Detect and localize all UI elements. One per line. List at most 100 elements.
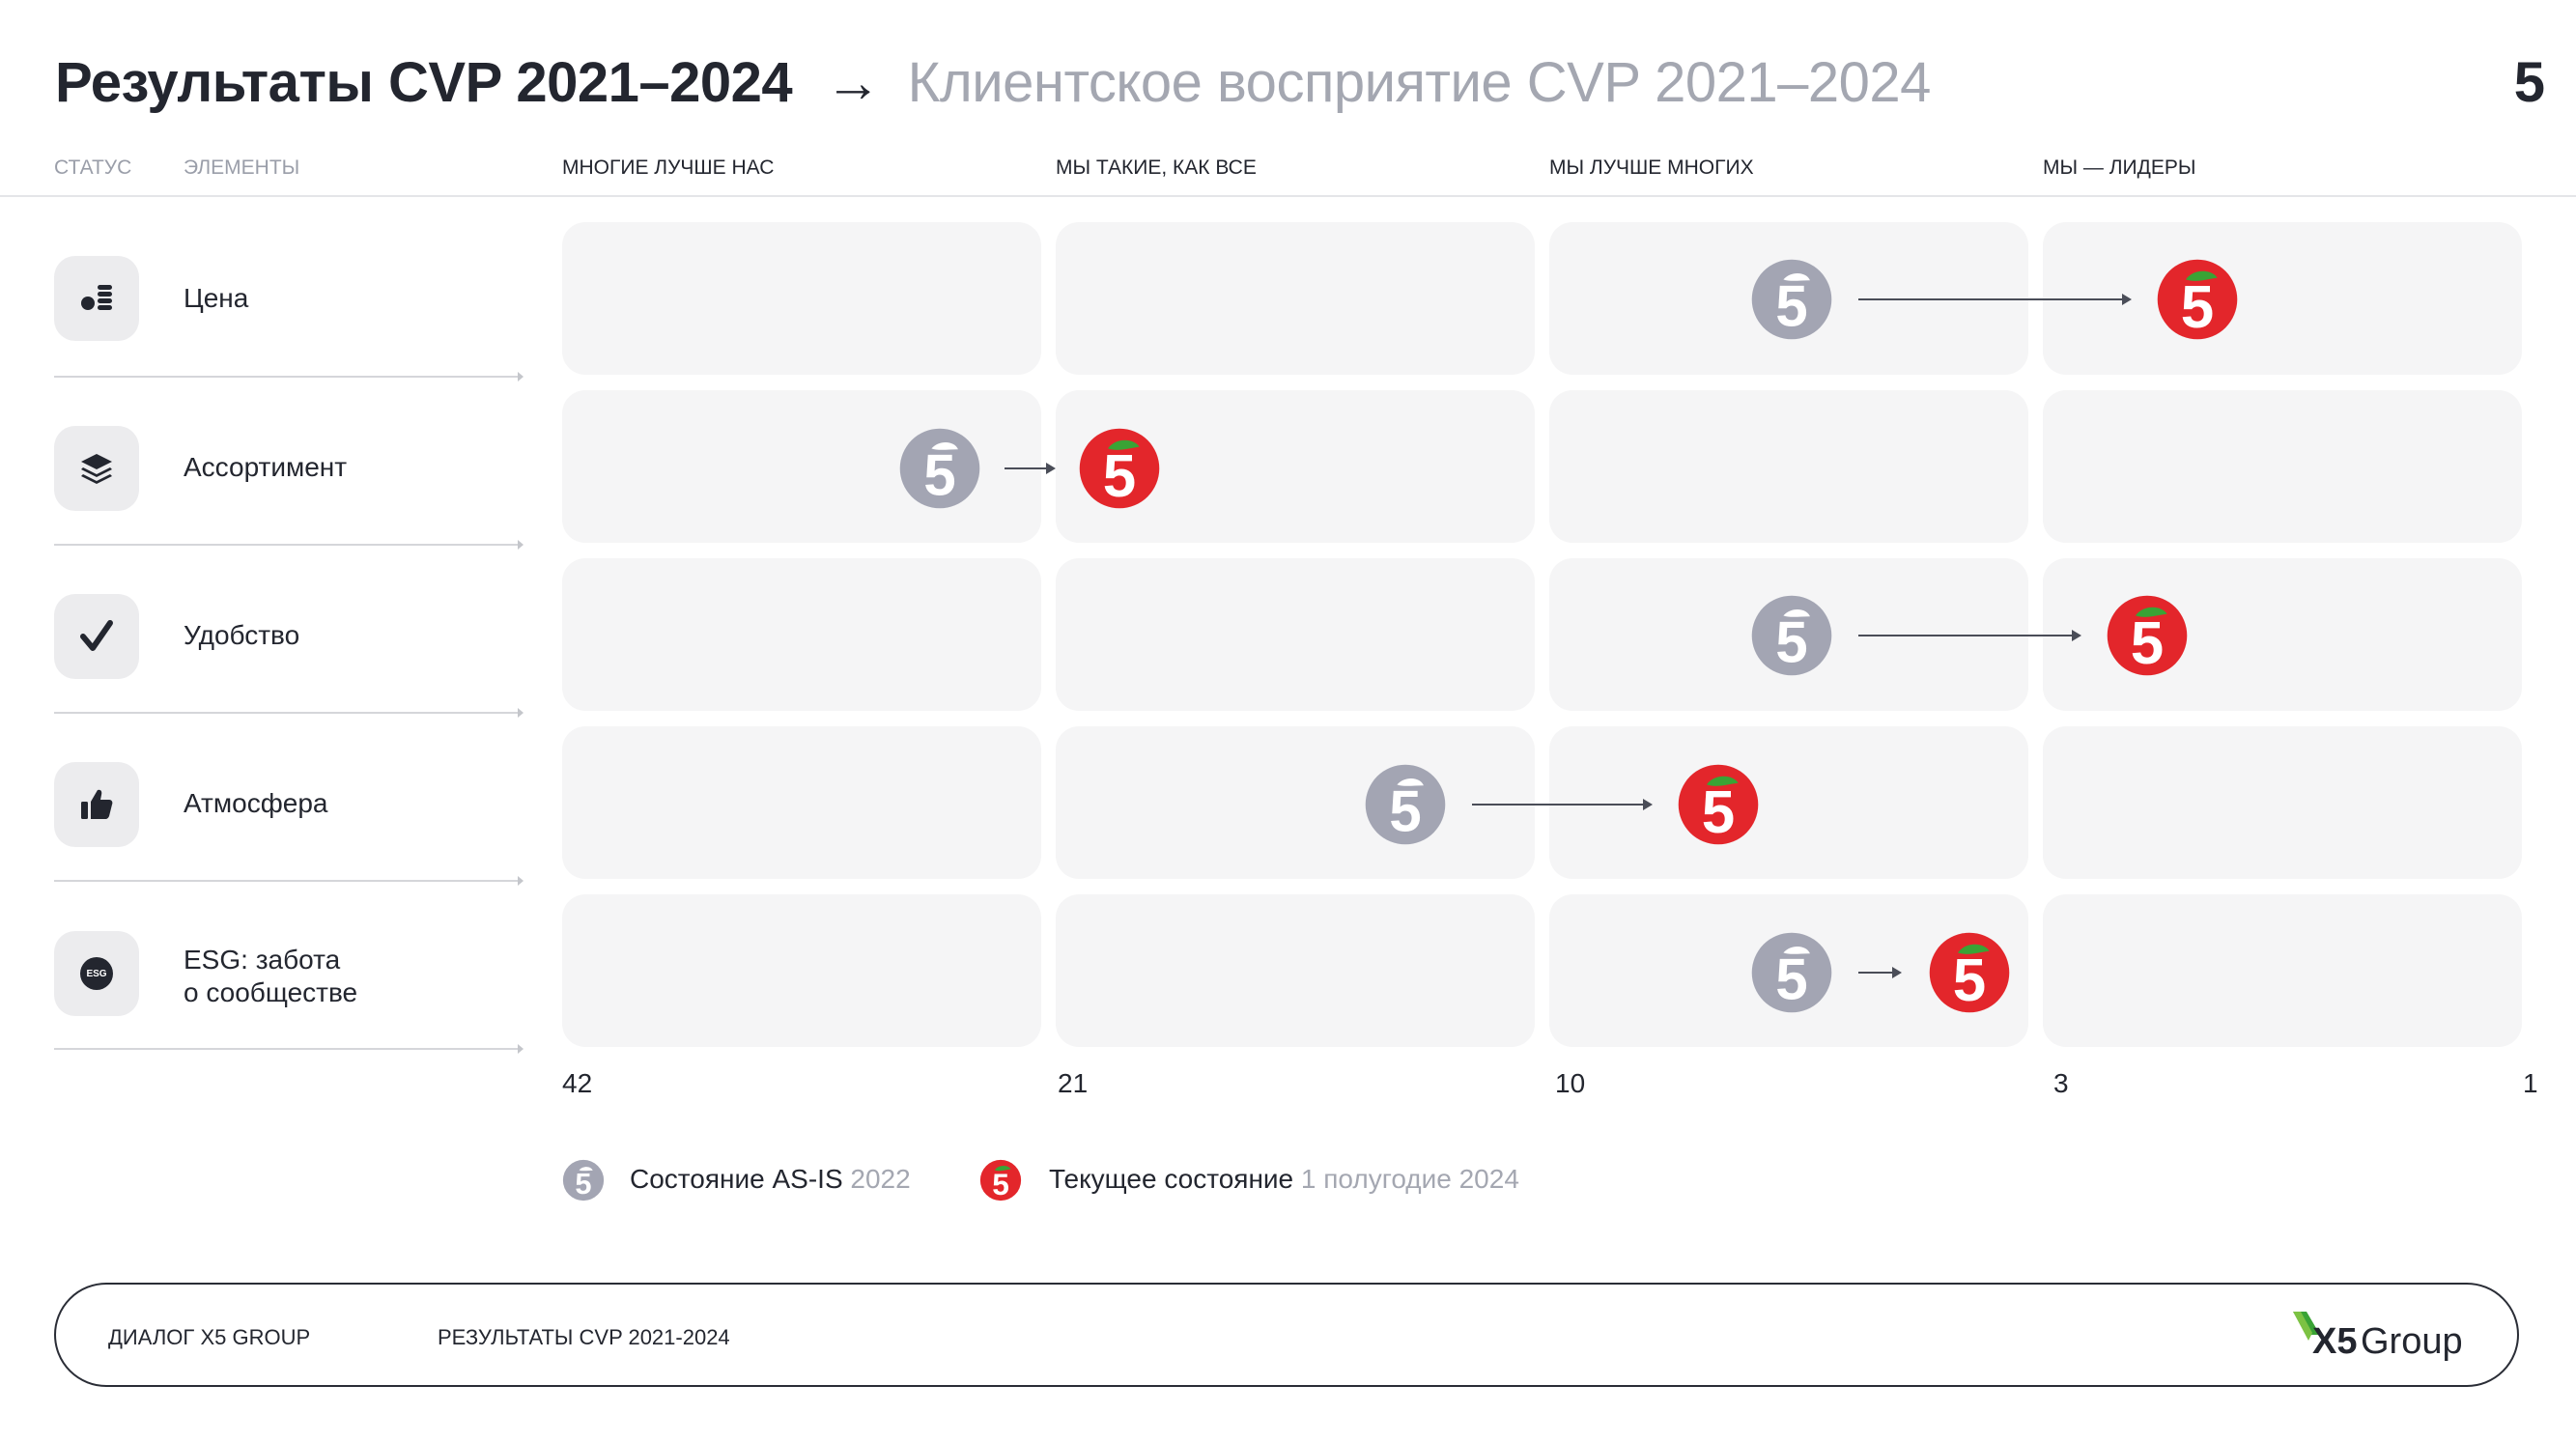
pyaterochka-gray-logo-icon: 5 bbox=[1751, 595, 1832, 676]
x5-group-logo: X5 Group bbox=[2291, 1306, 2471, 1366]
grid-cell bbox=[1056, 558, 1535, 711]
thumbs-up-icon bbox=[81, 789, 113, 819]
logo-current: 5 bbox=[1677, 763, 1760, 851]
group-brand-text: Group bbox=[2361, 1321, 2463, 1362]
logo-as-is: 5 bbox=[1750, 258, 1833, 346]
legend-as-is-period: 2022 bbox=[850, 1164, 911, 1194]
pyaterochka-red-logo-icon: 5 bbox=[2107, 595, 2188, 677]
row-label-atmosphere: Атмосфера bbox=[184, 788, 328, 818]
grid-cell bbox=[562, 558, 1041, 711]
esg-icon-text: ESG bbox=[86, 968, 107, 979]
legend-as-is-marker: 5 bbox=[562, 1159, 605, 1206]
legend-as-is-label: Состояние AS-IS bbox=[630, 1164, 843, 1194]
pyaterochka-red-logo-icon: 5 bbox=[1929, 932, 2010, 1014]
svg-text:5: 5 bbox=[1389, 779, 1421, 844]
row-divider bbox=[54, 708, 524, 718]
row-icon-price bbox=[54, 256, 139, 341]
pyaterochka-gray-logo-icon: 5 bbox=[1365, 764, 1446, 845]
pyaterochka-gray-logo-icon: 5 bbox=[1751, 259, 1832, 340]
svg-text:5: 5 bbox=[1775, 274, 1807, 339]
svg-text:5: 5 bbox=[1103, 443, 1136, 510]
scale-label: 21 bbox=[1058, 1068, 1089, 1098]
grid-cell bbox=[1056, 222, 1535, 375]
pyaterochka-gray-logo-icon: 5 bbox=[1751, 932, 1832, 1013]
row-divider bbox=[54, 1044, 524, 1054]
layers-icon bbox=[81, 454, 112, 484]
progress-arrow bbox=[1005, 463, 1056, 474]
row-divider bbox=[54, 372, 524, 382]
x5-leaf-icon bbox=[2293, 1312, 2320, 1341]
scale-label: 3 bbox=[2053, 1068, 2069, 1098]
progress-arrow bbox=[1472, 799, 1653, 810]
scale-label: 42 bbox=[562, 1068, 593, 1098]
pyaterochka-gray-logo-icon: 5 bbox=[899, 428, 980, 509]
grid-cell bbox=[562, 894, 1041, 1047]
logo-as-is: 5 bbox=[1364, 763, 1447, 851]
grid-cell bbox=[1549, 726, 2028, 879]
legend-current-label: Текущее состояние bbox=[1049, 1164, 1294, 1194]
svg-text:5: 5 bbox=[575, 1167, 591, 1201]
header-elements: ЭЛЕМЕНТЫ bbox=[184, 156, 300, 179]
grid-cell bbox=[562, 726, 1041, 879]
row-label-esg: ESG: забота о сообществе bbox=[184, 945, 358, 1007]
legend-current-period: 1 полугодие 2024 bbox=[1300, 1164, 1519, 1194]
checkmark-icon bbox=[80, 620, 113, 651]
row-icon-assortment bbox=[54, 426, 139, 511]
svg-text:5: 5 bbox=[2131, 610, 2164, 677]
header-column-2: МЫ ТАКИЕ, КАК ВСЕ bbox=[1056, 156, 1257, 179]
progress-arrow bbox=[1858, 294, 2132, 305]
pyaterochka-red-logo-icon: 5 bbox=[1678, 764, 1759, 846]
page-number: 5 bbox=[2513, 51, 2545, 114]
logo-current: 5 bbox=[2106, 594, 2189, 682]
logo-current: 5 bbox=[2156, 258, 2239, 346]
row-divider bbox=[54, 540, 524, 550]
grid-cell bbox=[562, 222, 1041, 375]
logo-as-is: 5 bbox=[898, 427, 981, 515]
grid-cell bbox=[2043, 726, 2522, 879]
row-label-convenience: Удобство bbox=[184, 620, 300, 650]
svg-text:5: 5 bbox=[1702, 779, 1735, 846]
pyaterochka-red-logo-icon: 5 bbox=[2157, 259, 2238, 341]
coins-icon bbox=[81, 285, 112, 310]
row-label-price: Цена bbox=[184, 283, 249, 313]
scale-label: 1 bbox=[2523, 1068, 2538, 1098]
footer-dialog: ДИАЛОГ X5 GROUP bbox=[108, 1325, 311, 1349]
grid-cell bbox=[2043, 390, 2522, 543]
progress-arrow bbox=[1858, 630, 2081, 641]
header-status: СТАТУС bbox=[54, 156, 132, 179]
svg-text:5: 5 bbox=[1775, 610, 1807, 675]
header-column-4: МЫ — ЛИДЕРЫ bbox=[2043, 156, 2196, 179]
grid-cell bbox=[1056, 726, 1535, 879]
row-label-assortment: Ассортимент bbox=[184, 452, 348, 482]
svg-text:5: 5 bbox=[992, 1167, 1009, 1202]
pyaterochka-red-logo-icon: 5 bbox=[979, 1159, 1022, 1202]
page-title: Результаты CVP 2021–2024 → Клиентское восп… bbox=[55, 50, 1931, 115]
header-column-1: МНОГИЕ ЛУЧШЕ НАС bbox=[562, 156, 775, 179]
esg-icon: ESG bbox=[80, 957, 113, 990]
logo-current: 5 bbox=[1928, 931, 2011, 1019]
footer-bar bbox=[54, 1283, 2519, 1387]
svg-text:5: 5 bbox=[2181, 274, 2214, 341]
pyaterochka-red-logo-icon: 5 bbox=[1079, 428, 1160, 510]
svg-text:5: 5 bbox=[1953, 947, 1986, 1014]
logo-current: 5 bbox=[1078, 427, 1161, 515]
title-subtitle: Клиентское восприятие CVP 2021–2024 bbox=[907, 51, 1932, 114]
header-column-3: МЫ ЛУЧШЕ МНОГИХ bbox=[1549, 156, 1754, 179]
svg-text:5: 5 bbox=[1775, 947, 1807, 1012]
row-icon-atmosphere bbox=[54, 762, 139, 847]
row-icon-convenience bbox=[54, 594, 139, 679]
header-divider bbox=[0, 195, 2576, 197]
scale-label: 10 bbox=[1555, 1068, 1586, 1098]
title-main: Результаты CVP 2021–2024 bbox=[55, 51, 793, 114]
arrow-right-icon: → bbox=[825, 51, 881, 114]
pyaterochka-gray-logo-icon: 5 bbox=[562, 1159, 605, 1202]
grid-cell bbox=[1549, 390, 2028, 543]
x5-brand-text: X5 bbox=[2312, 1321, 2358, 1362]
grid-cell bbox=[2043, 894, 2522, 1047]
legend-current: Текущее состояние 1 полугодие 2024 bbox=[1049, 1164, 1519, 1195]
grid-cell bbox=[1056, 894, 1535, 1047]
logo-as-is: 5 bbox=[1750, 931, 1833, 1019]
legend-current-marker: 5 bbox=[979, 1159, 1022, 1206]
footer-section: РЕЗУЛЬТАТЫ CVP 2021-2024 bbox=[438, 1325, 730, 1349]
progress-arrow bbox=[1858, 967, 1902, 978]
